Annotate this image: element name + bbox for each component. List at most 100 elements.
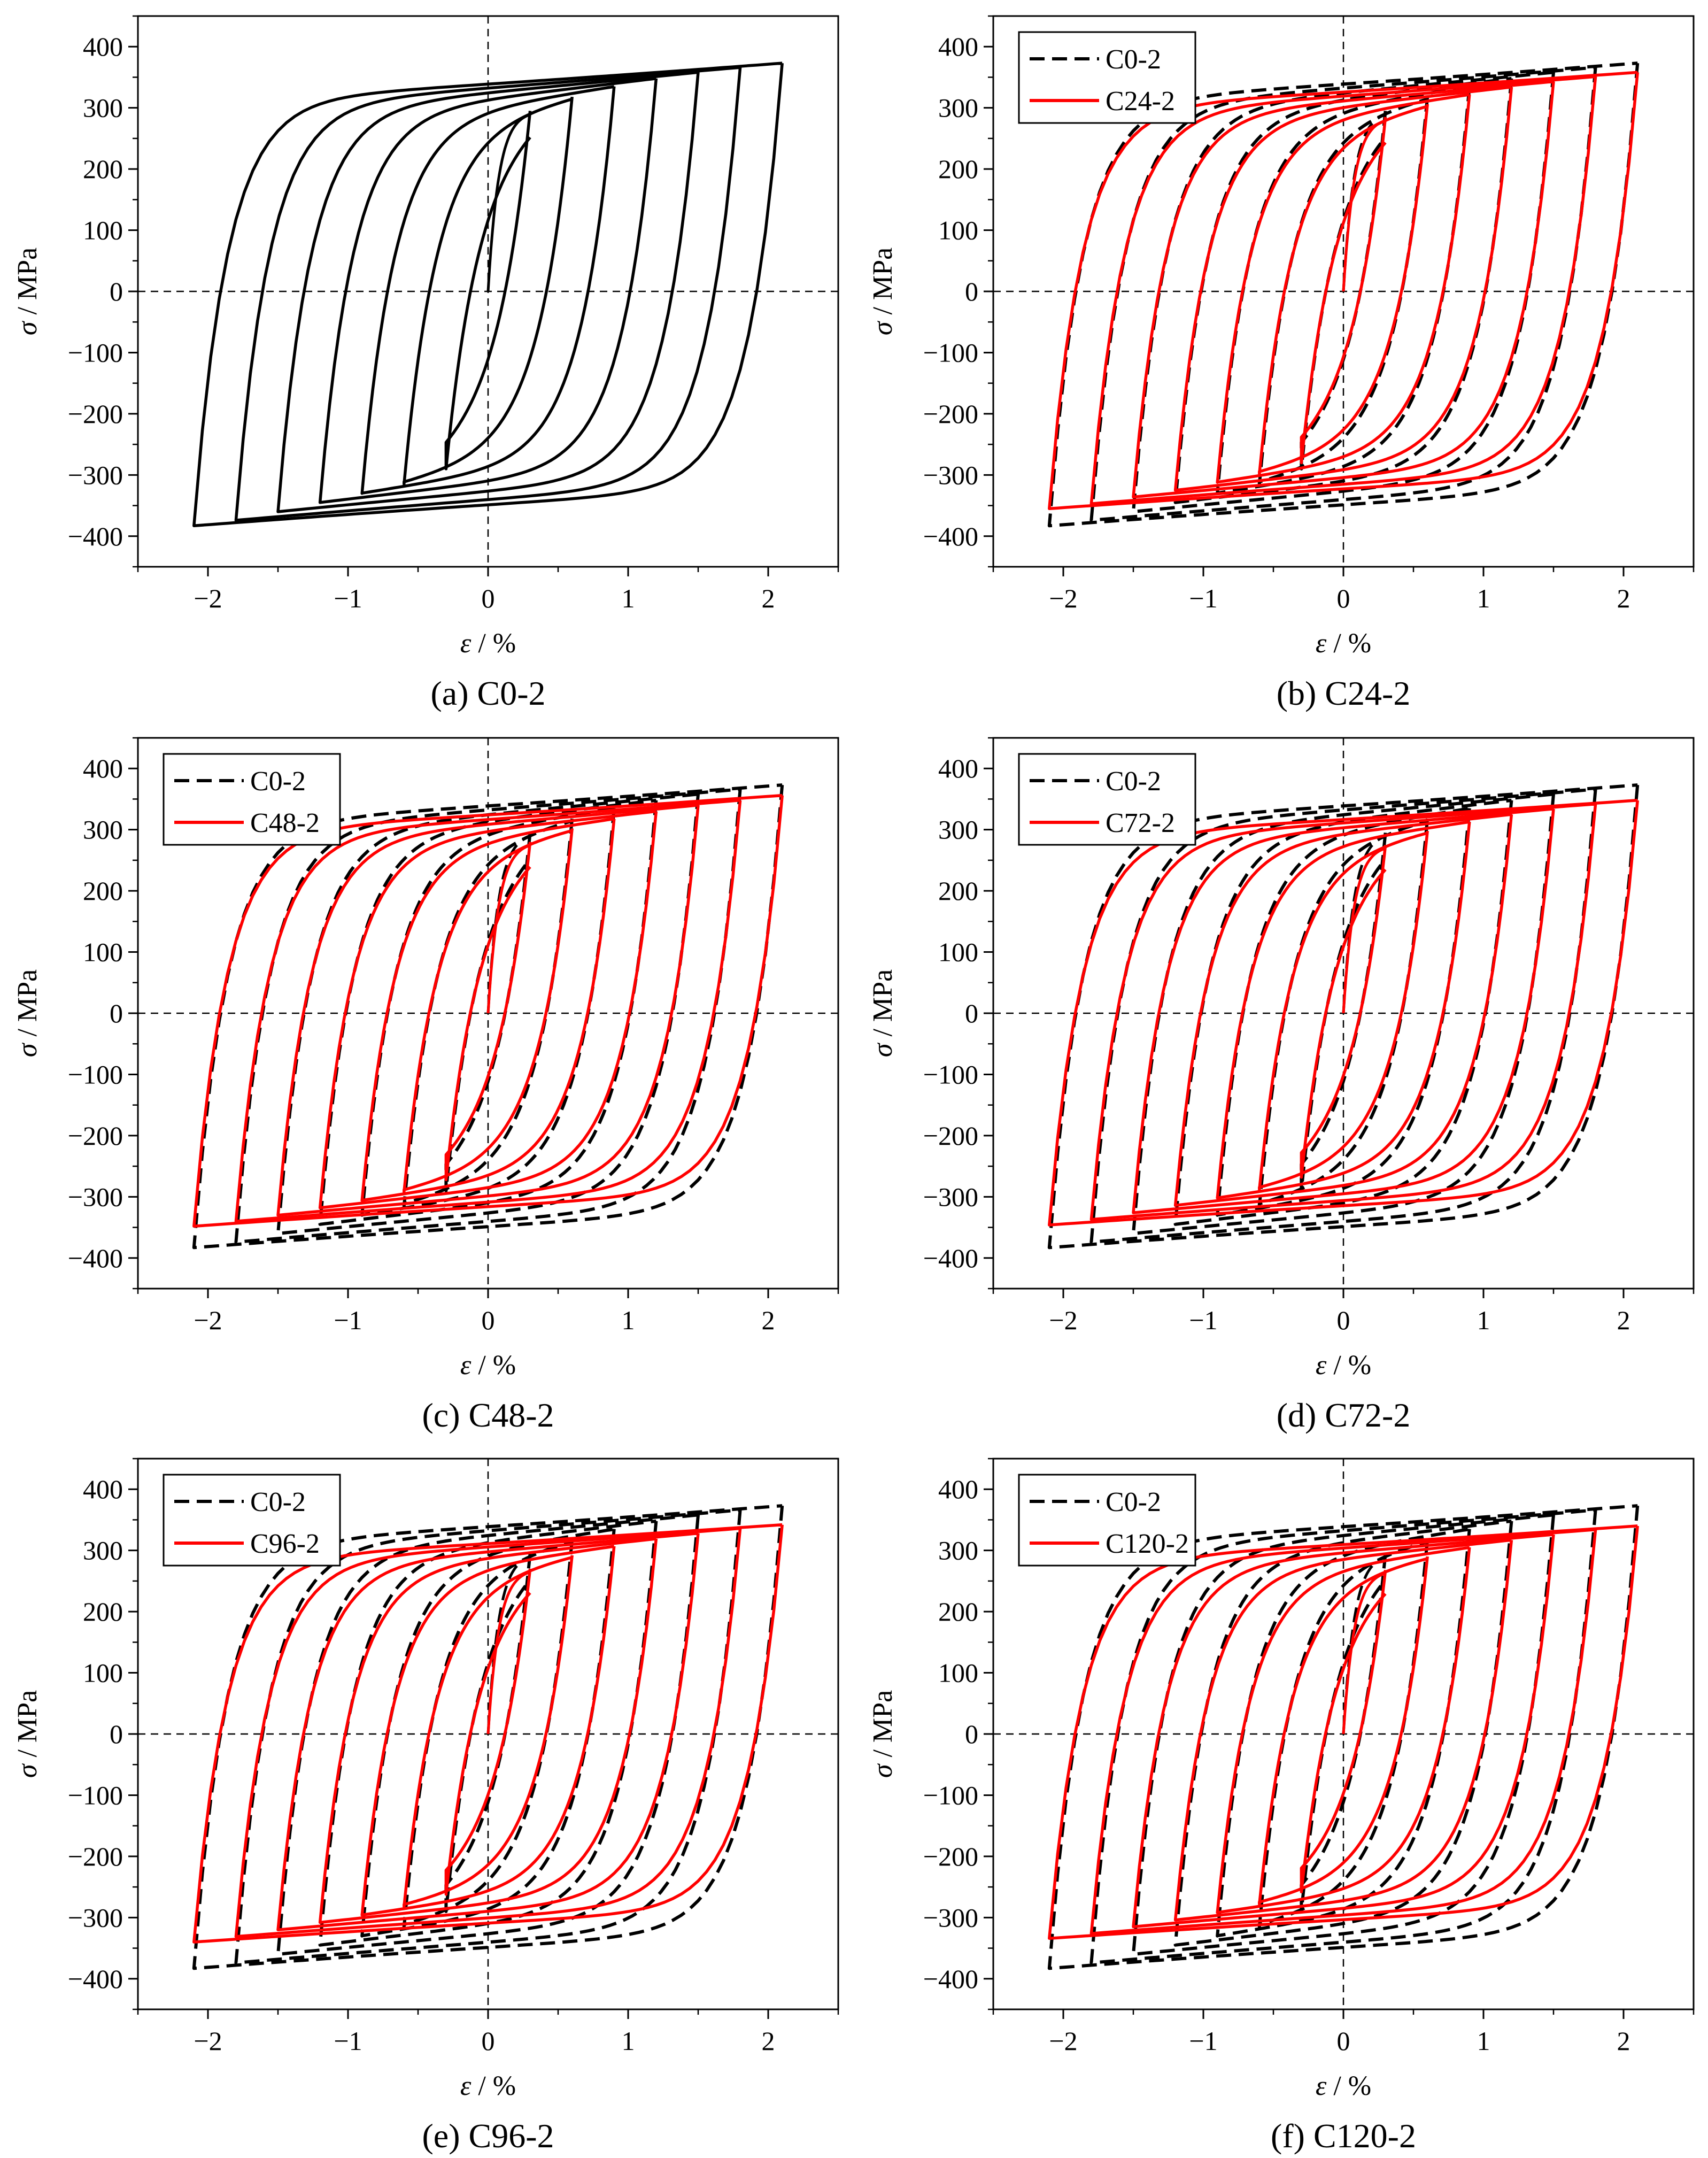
hysteresis-loop bbox=[234, 798, 742, 1223]
x-tick-label: 1 bbox=[622, 2026, 635, 2056]
hysteresis-loop bbox=[403, 828, 574, 1193]
x-axis-label: ε / % bbox=[460, 1350, 516, 1381]
hysteresis-loop bbox=[234, 788, 742, 1244]
y-tick-label: 100 bbox=[938, 1658, 978, 1688]
x-axis-unit: / % bbox=[471, 628, 516, 659]
y-tick-label: 300 bbox=[938, 1536, 978, 1566]
x-tick-label: −1 bbox=[1189, 2026, 1217, 2056]
x-tick-label: 0 bbox=[1337, 1305, 1350, 1335]
x-axis-symbol: ε bbox=[1316, 2071, 1327, 2101]
x-axis-unit: / % bbox=[471, 2071, 516, 2101]
hysteresis-loop bbox=[318, 1537, 658, 1924]
legend: C0-2 C96-2 bbox=[163, 1474, 341, 1567]
initial-loading-curve bbox=[486, 835, 531, 1014]
hysteresis-loop bbox=[1132, 80, 1555, 499]
hysteresis-loop bbox=[318, 1519, 658, 1947]
x-tick-label: 1 bbox=[1477, 1305, 1490, 1335]
y-tick-label: −400 bbox=[923, 1964, 978, 1994]
x-tick-label: 2 bbox=[762, 583, 775, 613]
y-tick-label: −200 bbox=[68, 1121, 123, 1151]
y-tick-label: 400 bbox=[83, 1474, 123, 1504]
y-tick-label: −400 bbox=[923, 1243, 978, 1273]
legend-box bbox=[163, 1474, 341, 1567]
chart-panel-a: −2 −1 0 1 2 400 300 200 100 0 −100 −200 −300 −400 ε / … bbox=[12, 15, 839, 712]
x-tick-label: −2 bbox=[1049, 1305, 1077, 1335]
y-tick-label: −200 bbox=[923, 1841, 978, 1871]
y-tick-label: 0 bbox=[110, 276, 123, 306]
hysteresis-loop bbox=[444, 1553, 532, 1913]
hysteresis-loop bbox=[234, 66, 742, 522]
x-axis-label: ε / % bbox=[460, 628, 516, 659]
y-tick-label: −300 bbox=[68, 460, 123, 490]
y-tick-label: 200 bbox=[83, 876, 123, 906]
initial-loading-curve bbox=[1342, 119, 1386, 292]
y-tick-label: −400 bbox=[68, 521, 123, 551]
x-tick-label: 2 bbox=[1617, 1305, 1630, 1335]
x-tick-label: −2 bbox=[194, 583, 222, 613]
y-tick-label: 400 bbox=[938, 32, 978, 61]
y-axis-label: σ / MPa bbox=[12, 1690, 43, 1778]
y-axis-symbol: σ bbox=[868, 320, 898, 335]
x-tick-label: 2 bbox=[1617, 583, 1630, 613]
y-tick-label: 400 bbox=[83, 32, 123, 61]
x-axis-symbol: ε bbox=[460, 1350, 472, 1381]
x-axis-symbol: ε bbox=[460, 2071, 472, 2101]
hysteresis-loop bbox=[1048, 1524, 1639, 1940]
y-tick-label: 300 bbox=[83, 93, 123, 123]
series-C24-2 bbox=[1048, 71, 1639, 511]
hysteresis-loop bbox=[1300, 845, 1387, 1179]
x-tick-label: −1 bbox=[334, 1305, 362, 1335]
hysteresis-loop bbox=[360, 85, 616, 495]
y-tick-label: 300 bbox=[83, 815, 123, 845]
initial-loading-curve bbox=[486, 844, 531, 1014]
x-axis-label: ε / % bbox=[1316, 1350, 1371, 1381]
hysteresis-loop bbox=[192, 793, 784, 1228]
y-tick-label: −300 bbox=[923, 1902, 978, 1932]
y-axis-symbol: σ bbox=[12, 320, 43, 335]
y-tick-label: −400 bbox=[923, 521, 978, 551]
hysteresis-loop bbox=[1216, 93, 1471, 484]
hysteresis-loop bbox=[1258, 1556, 1429, 1906]
hysteresis-loop bbox=[403, 96, 574, 486]
legend-box bbox=[1018, 1474, 1196, 1567]
panel-caption: (c) C48-2 bbox=[422, 1396, 554, 1434]
chart-panel-d: −2 −1 0 1 2 400 300 200 100 0 −100 −200 −300 −400 ε / … bbox=[868, 737, 1695, 1434]
panel-caption: (b) C24-2 bbox=[1277, 674, 1411, 712]
y-tick-label: 0 bbox=[965, 276, 978, 306]
legend-label: C24-2 bbox=[1106, 86, 1175, 117]
hysteresis-loop bbox=[276, 804, 700, 1217]
x-tick-label: 2 bbox=[1617, 2026, 1630, 2056]
panel-caption: (a) C0-2 bbox=[430, 674, 545, 712]
y-tick-label: 100 bbox=[938, 215, 978, 245]
hysteresis-loop bbox=[234, 1527, 742, 1938]
hysteresis-loop bbox=[403, 1555, 574, 1908]
series-C0-2 bbox=[192, 61, 784, 528]
hysteresis-loop bbox=[192, 1523, 784, 1944]
y-tick-label: 0 bbox=[965, 1719, 978, 1749]
x-tick-label: −1 bbox=[334, 583, 362, 613]
y-tick-label: 200 bbox=[83, 1597, 123, 1627]
y-tick-label: 400 bbox=[83, 753, 123, 783]
x-tick-label: −2 bbox=[1049, 583, 1077, 613]
y-tick-label: −100 bbox=[68, 1780, 123, 1810]
x-tick-label: 1 bbox=[1477, 2026, 1490, 2056]
legend: C0-2 C72-2 bbox=[1018, 753, 1196, 846]
x-axis-label: ε / % bbox=[460, 2071, 516, 2101]
legend-label: C0-2 bbox=[1106, 44, 1161, 75]
hysteresis-loop bbox=[1132, 1513, 1555, 1956]
initial-loading-curve bbox=[1342, 847, 1386, 1014]
hysteresis-loop bbox=[1089, 75, 1597, 505]
x-tick-label: −2 bbox=[194, 2026, 222, 2056]
series-C0-2 bbox=[192, 1504, 784, 1970]
initial-loading-curve bbox=[486, 1570, 531, 1735]
y-axis-symbol: σ bbox=[12, 1042, 43, 1057]
y-axis-symbol: σ bbox=[12, 1763, 43, 1778]
x-tick-label: −2 bbox=[194, 1305, 222, 1335]
hysteresis-loop bbox=[1173, 1538, 1513, 1922]
legend-label: C0-2 bbox=[1106, 766, 1161, 797]
hysteresis-loop bbox=[318, 810, 658, 1209]
hysteresis-loop bbox=[318, 77, 658, 504]
curves bbox=[1047, 61, 1640, 528]
y-axis-symbol: σ bbox=[868, 1042, 898, 1057]
